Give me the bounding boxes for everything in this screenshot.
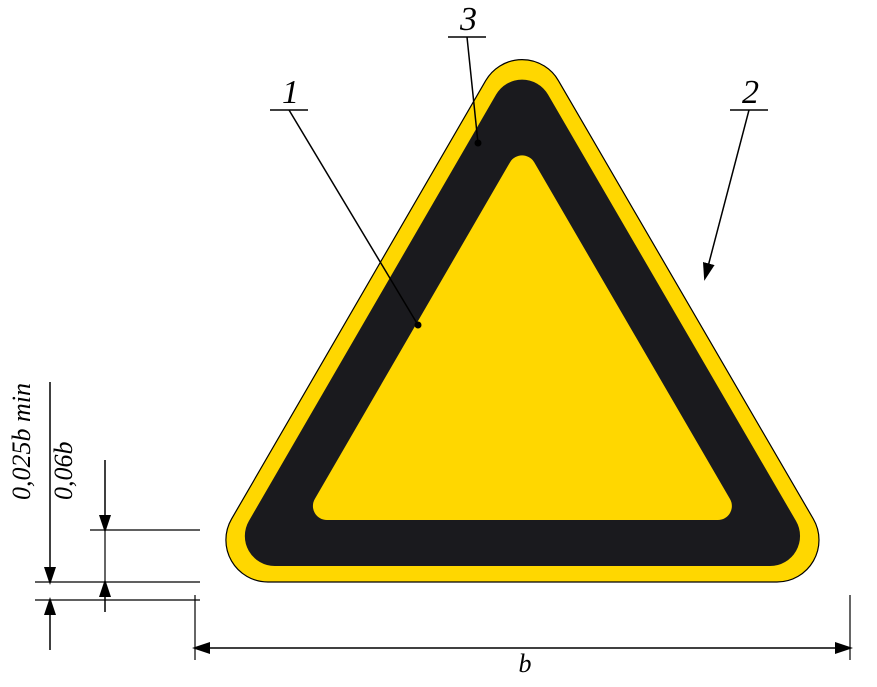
warning-sign-diagram: 1 2 3 b 0,06b 0,025b min — [0, 0, 877, 687]
callout-label-3: 3 — [459, 1, 477, 38]
callout-label-1: 1 — [282, 74, 299, 111]
dim-label-b: b — [519, 649, 532, 678]
callout-label-2: 2 — [742, 74, 759, 111]
diagram-container: 1 2 3 b 0,06b 0,025b min — [0, 0, 877, 687]
dim-label-margin: 0,025b min — [7, 383, 36, 500]
callout-2: 2 — [705, 74, 768, 278]
dim-label-band: 0,06b — [49, 442, 78, 501]
